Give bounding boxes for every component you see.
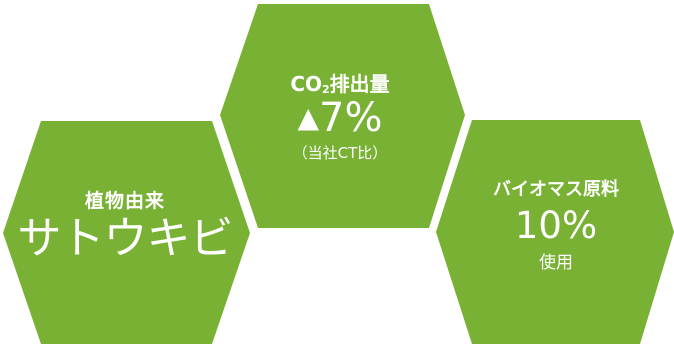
co2-subscript: 2 bbox=[322, 83, 330, 96]
top-hexagon bbox=[220, 4, 465, 228]
co2-comparison-note: （当社CT比） bbox=[292, 144, 388, 162]
co2-reduction-percent: 7% bbox=[319, 95, 383, 141]
triangle-up-icon: ▲ bbox=[297, 101, 320, 134]
co2-suffix: 排出量 bbox=[329, 72, 390, 96]
left-hexagon-label: 植物由来 bbox=[84, 190, 165, 212]
co2-emission-label: CO2排出量 bbox=[220, 72, 460, 96]
right-hexagon bbox=[436, 120, 674, 344]
biomass-percent: 10% bbox=[514, 204, 598, 247]
left-hexagon-main-text: サトウキビ bbox=[17, 213, 234, 264]
left-hexagon bbox=[3, 121, 250, 344]
co2-reduction-value: ▲7% bbox=[220, 98, 460, 138]
biomass-usage-note: 使用 bbox=[539, 253, 573, 273]
co2-prefix: CO bbox=[290, 72, 323, 96]
biomass-label: バイオマス原料 bbox=[493, 179, 619, 200]
